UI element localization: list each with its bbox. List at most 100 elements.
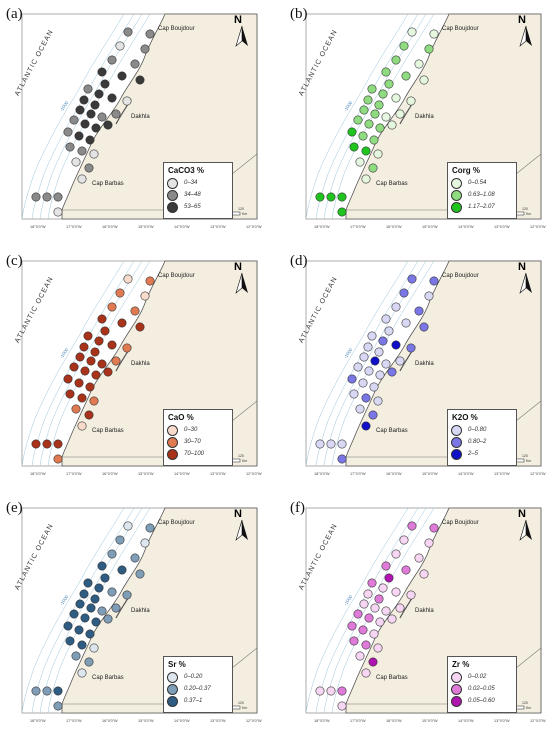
place-name-boujdour: Cap Boujdour <box>442 273 479 279</box>
sample-station <box>75 352 85 362</box>
sample-station <box>90 347 100 357</box>
sample-station <box>369 382 379 392</box>
longitude-tick: 13°0'0"W <box>494 719 510 723</box>
legend: Zr % 0–0.02 0.02–0.05 0.05–0.60 <box>447 656 517 713</box>
sample-station <box>86 109 96 119</box>
map-panel: -1000015306090120Km18°0'0"W17°0'0"W16°0'… <box>0 498 265 726</box>
sample-station <box>368 163 378 173</box>
legend-row: 0.80–2 <box>451 436 516 448</box>
sample-station <box>63 621 73 631</box>
sample-station <box>80 119 90 129</box>
sample-station <box>406 96 416 106</box>
bathymetry-contour <box>21 13 125 220</box>
place-name-barbas: Cap Barbas <box>92 181 124 187</box>
sample-station <box>85 382 95 392</box>
north-label: N <box>234 508 242 520</box>
sample-station <box>111 356 121 366</box>
legend-row: 0–0.20 <box>167 671 232 683</box>
sample-station <box>100 573 110 583</box>
sample-station <box>74 625 84 635</box>
sample-station <box>115 535 125 545</box>
legend: CaCO3 % 0–34 34–48 53–65 <box>163 162 233 219</box>
sample-station <box>363 589 373 599</box>
sample-station <box>130 59 140 69</box>
sample-station <box>347 374 357 384</box>
sample-station <box>123 274 133 284</box>
sample-station <box>399 41 409 51</box>
legend-swatch <box>451 201 462 213</box>
sample-station <box>97 314 107 324</box>
sample-station <box>53 686 63 696</box>
sample-station <box>391 340 401 350</box>
place-name-barbas: Cap Barbas <box>376 428 408 434</box>
longitude-tick: 15°0'0"W <box>138 719 154 723</box>
sample-station <box>375 617 385 627</box>
sample-station <box>80 613 90 623</box>
sample-station <box>399 288 409 298</box>
place-name-barbas: Cap Barbas <box>376 181 408 187</box>
sample-station <box>419 322 429 332</box>
longitude-tick: 13°0'0"W <box>210 225 226 229</box>
sample-station <box>83 84 93 94</box>
legend-range: 70–100 <box>184 451 205 457</box>
legend-row: 0.02–0.05 <box>451 683 516 695</box>
legend-row: 0.20–0.37 <box>167 683 232 695</box>
legend-row: 2–5 <box>451 448 516 460</box>
sample-station <box>399 535 409 545</box>
longitude-tick: 13°0'0"W <box>494 472 510 476</box>
sample-station <box>374 100 384 110</box>
sample-station <box>42 439 52 449</box>
sample-station <box>337 439 347 449</box>
legend-swatch <box>167 177 178 189</box>
legend-swatch <box>451 683 462 695</box>
longitude-tick: 16°0'0"W <box>386 719 402 723</box>
legend-title: CaCO3 % <box>168 166 205 175</box>
sample-station <box>107 93 117 103</box>
contour-label: -1000 <box>343 100 354 113</box>
sample-station <box>80 366 90 376</box>
longitude-tick: 16°0'0"W <box>102 472 118 476</box>
longitude-tick: 18°0'0"W <box>314 225 330 229</box>
sample-station <box>355 157 365 167</box>
legend-row: 0.37–1 <box>167 695 232 707</box>
legend: Corg % 0–0.54 0.63–1.08 1.17–2.07 <box>447 162 517 219</box>
sample-station <box>407 521 417 531</box>
legend-range: 0.20–0.37 <box>184 686 211 692</box>
sample-station <box>384 326 394 336</box>
panel-label: (b) <box>290 6 308 22</box>
sample-station <box>63 127 73 137</box>
sample-station <box>370 356 380 366</box>
sample-station <box>140 44 150 54</box>
sample-station <box>122 590 132 600</box>
longitude-tick: 15°0'0"W <box>138 225 154 229</box>
sample-station <box>107 549 117 559</box>
sample-station <box>370 603 380 613</box>
north-label: N <box>518 14 526 26</box>
legend-range: 0.80–2 <box>468 439 487 445</box>
legend-swatch <box>451 695 462 707</box>
legend-swatch <box>451 189 462 201</box>
sample-station <box>94 89 104 99</box>
sample-station <box>363 95 373 105</box>
sample-station <box>370 109 380 119</box>
longitude-tick: 14°0'0"W <box>174 225 190 229</box>
sample-station <box>384 79 394 89</box>
longitude-tick: 12°0'0"W <box>530 719 546 723</box>
map-svg: -1000015306090120Km18°0'0"W17°0'0"W16°0'… <box>305 13 546 229</box>
sample-station <box>71 404 81 414</box>
longitude-tick: 12°0'0"W <box>246 719 262 723</box>
sample-station <box>369 629 379 639</box>
legend-swatch <box>167 695 178 707</box>
legend-row: 0–34 <box>167 177 232 189</box>
legend-title: K2O % <box>452 413 478 422</box>
sample-station <box>79 589 89 599</box>
longitude-tick: 12°0'0"W <box>530 225 546 229</box>
sample-station <box>122 96 132 106</box>
sample-station <box>326 686 336 696</box>
sample-station <box>373 149 383 159</box>
longitude-tick: 13°0'0"W <box>494 225 510 229</box>
sample-station <box>74 131 84 141</box>
sample-station <box>391 93 401 103</box>
sample-station <box>315 439 325 449</box>
sample-station <box>77 146 87 156</box>
